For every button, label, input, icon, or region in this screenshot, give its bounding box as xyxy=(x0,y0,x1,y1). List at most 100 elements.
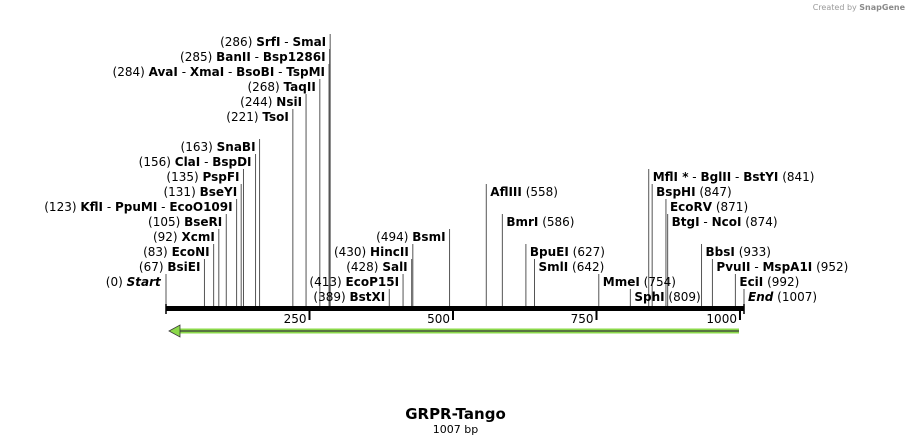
enzyme-name: SmlI xyxy=(538,260,568,274)
site-position: (809) xyxy=(668,290,700,304)
enzyme-name: BpuEI xyxy=(530,245,569,259)
site-label[interactable]: (430) HincII xyxy=(334,245,409,259)
site-label[interactable]: (285) BanII - Bsp1286I xyxy=(180,50,326,64)
site-position: (586) xyxy=(542,215,574,229)
site-position: (244) xyxy=(240,95,272,109)
site-label[interactable]: (105) BseRI xyxy=(148,215,222,229)
enzyme-name: Start xyxy=(127,275,162,289)
site-label[interactable]: (156) ClaI - BspDI xyxy=(139,155,252,169)
enzyme-name: BstXI xyxy=(350,290,386,304)
site-position: (83) xyxy=(143,245,168,259)
name-separator: - xyxy=(280,35,292,49)
enzyme-name: BseYI xyxy=(200,185,238,199)
site-position: (871) xyxy=(716,200,748,214)
site-label[interactable]: (67) BsiEI xyxy=(139,260,201,274)
site-label[interactable]: (284) AvaI - XmaI - BsoBI - TspMI xyxy=(113,65,325,79)
site-label[interactable]: (389) BstXI xyxy=(313,290,385,304)
enzyme-name: AflIII xyxy=(490,185,522,199)
site-position: (430) xyxy=(334,245,366,259)
credit-prefix: Created by xyxy=(812,3,857,12)
site-label[interactable]: BtgI - NcoI (874) xyxy=(672,215,778,229)
site-position: (627) xyxy=(573,245,605,259)
site-label[interactable]: PvuII - MspA1I (952) xyxy=(716,260,848,274)
site-label[interactable]: (123) KflI - PpuMI - EcoO109I xyxy=(44,200,232,214)
site-label[interactable]: (131) BseYI xyxy=(163,185,237,199)
enzyme-name: SnaBI xyxy=(217,140,256,154)
feature-arrow-head[interactable] xyxy=(168,324,181,338)
site-position: (67) xyxy=(139,260,164,274)
site-position: (428) xyxy=(346,260,378,274)
name-separator: - xyxy=(251,50,263,64)
enzyme-name: BspDI xyxy=(212,155,251,169)
site-position: (754) xyxy=(644,275,676,289)
enzyme-name: KflI xyxy=(80,200,103,214)
name-separator: - xyxy=(224,65,236,79)
name-separator: - xyxy=(274,65,286,79)
site-label[interactable]: (413) EcoP15I xyxy=(309,275,399,289)
site-label[interactable]: AflIII (558) xyxy=(490,185,558,199)
site-label[interactable]: BmrI (586) xyxy=(506,215,574,229)
site-label[interactable]: MflI * - BglII - BstYI (841) xyxy=(653,170,815,184)
enzyme-name: EcoP15I xyxy=(346,275,400,289)
site-label[interactable]: (286) SrfI - SmaI xyxy=(220,35,326,49)
enzyme-name: ClaI xyxy=(175,155,200,169)
site-position: (413) xyxy=(309,275,341,289)
site-position: (642) xyxy=(572,260,604,274)
site-label[interactable]: End (1007) xyxy=(748,290,817,304)
name-separator: - xyxy=(751,260,763,274)
site-label[interactable]: BspHI (847) xyxy=(656,185,732,199)
site-label[interactable]: SmlI (642) xyxy=(538,260,604,274)
site-label[interactable]: (92) XcmI xyxy=(153,230,215,244)
site-position: (841) xyxy=(782,170,814,184)
enzyme-name: SrfI xyxy=(256,35,280,49)
name-separator: - xyxy=(700,215,712,229)
enzyme-name: MspA1I xyxy=(762,260,812,274)
enzyme-name: BspHI xyxy=(656,185,695,199)
site-label[interactable]: MmeI (754) xyxy=(603,275,676,289)
enzyme-name: PspFI xyxy=(203,170,240,184)
enzyme-name: BmrI xyxy=(506,215,538,229)
site-label[interactable]: (268) TaqII xyxy=(247,80,315,94)
ruler: 250 500 750 1000 xyxy=(284,311,741,326)
site-label[interactable]: (163) SnaBI xyxy=(181,140,256,154)
site-position: (156) xyxy=(139,155,171,169)
site-label[interactable]: EcoRV (871) xyxy=(670,200,748,214)
enzyme-name: XmaI xyxy=(190,65,224,79)
enzyme-name: BtgI xyxy=(672,215,700,229)
ruler-tick-label: 750 xyxy=(571,312,594,326)
site-label[interactable]: (244) NsiI xyxy=(240,95,302,109)
site-label[interactable]: (221) TsoI xyxy=(226,110,289,124)
site-label[interactable]: (428) SalI xyxy=(346,260,407,274)
sequence-length: 1007 bp xyxy=(432,423,479,436)
site-label[interactable]: SphI (809) xyxy=(634,290,700,304)
site-labels: (286) SrfI - SmaI(285) BanII - Bsp1286I(… xyxy=(44,35,848,304)
site-label[interactable]: EciI (992) xyxy=(739,275,799,289)
site-position: (933) xyxy=(739,245,771,259)
enzyme-name: MmeI xyxy=(603,275,640,289)
enzyme-name: End xyxy=(748,290,774,304)
feature-arrow-group xyxy=(168,324,739,338)
site-position: (389) xyxy=(313,290,345,304)
enzyme-name: TspMI xyxy=(286,65,325,79)
site-position: (847) xyxy=(699,185,731,199)
site-position: (163) xyxy=(181,140,213,154)
site-label[interactable]: (135) PspFI xyxy=(166,170,239,184)
enzyme-name: AvaI xyxy=(149,65,178,79)
site-label[interactable]: BpuEI (627) xyxy=(530,245,605,259)
backbone-line xyxy=(166,306,744,311)
map-title: GRPR-Tango xyxy=(405,405,506,423)
name-separator: - xyxy=(200,155,212,169)
site-label[interactable]: (494) BsmI xyxy=(376,230,445,244)
snapgene-credit: Created by SnapGene xyxy=(813,3,905,12)
site-position: (1007) xyxy=(777,290,817,304)
site-position: (286) xyxy=(220,35,252,49)
site-position: (268) xyxy=(247,80,279,94)
enzyme-name: EcoO109I xyxy=(169,200,232,214)
site-label[interactable]: (83) EcoNI xyxy=(143,245,210,259)
ruler-tick-label: 500 xyxy=(427,312,450,326)
site-label[interactable]: (0) Start xyxy=(106,275,162,289)
site-label[interactable]: BbsI (933) xyxy=(706,245,771,259)
enzyme-name: TsoI xyxy=(262,110,288,124)
enzyme-name: BsoBI xyxy=(236,65,274,79)
enzyme-name: BstYI xyxy=(743,170,778,184)
